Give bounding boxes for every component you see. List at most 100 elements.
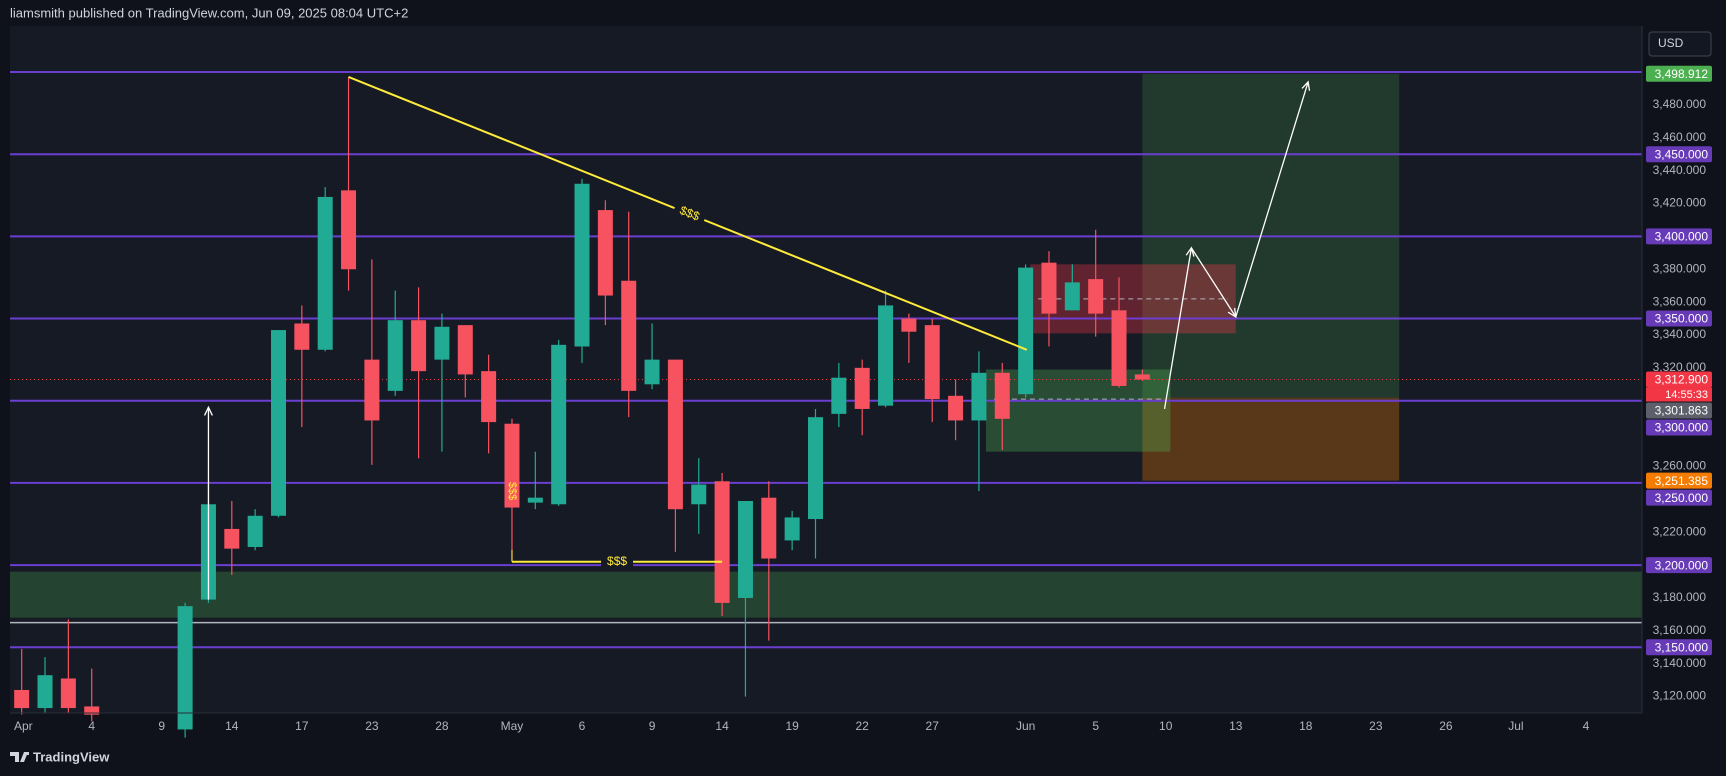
price-badge-label: 3,312.900 [1655,373,1709,387]
price-badge-label: 3,450.000 [1655,147,1709,161]
candle-body [84,706,100,715]
candle-body [551,344,567,505]
y-tick-label: 3,380.000 [1653,261,1707,275]
candle-body [14,689,30,709]
countdown-badge [1646,387,1712,402]
candle-body [411,320,427,372]
price-badge-label: 3,300.000 [1655,421,1709,435]
candle-body [317,196,333,350]
y-tick-label: 3,460.000 [1653,130,1707,144]
path-arrow-head [1185,246,1195,257]
candle-body [807,417,823,520]
drawings: $$$$$$$$$ [203,76,1311,600]
candle-body [621,280,637,391]
x-tick-label: 9 [158,719,165,733]
y-tick-label: 3,360.000 [1653,294,1707,308]
price-badge [1646,371,1712,388]
axes: 3,480.000 3,460.000 3,440.000 3,420.000 3,38… [10,26,1712,733]
candle-body [1134,374,1150,380]
candle-body [224,528,240,549]
candle-body [1041,262,1057,314]
currency-box[interactable] [1648,31,1712,57]
x-tick-label: 14 [715,719,729,733]
footer-brand: TradingView [33,749,110,764]
candle-body [1088,279,1104,314]
x-tick-label: May [501,719,524,733]
x-tick-label: 17 [295,719,309,733]
y-tick-label: 3,140.000 [1653,656,1707,670]
candle-body [644,359,660,385]
x-tick-label: 18 [1299,719,1313,733]
logo-icon [10,752,29,762]
support-zone [10,571,1642,618]
candle-body [1064,282,1080,311]
candle-body [714,481,730,603]
liquidity-label-bg [601,553,634,570]
path-arrow-segment [1235,81,1309,318]
price-badge [1646,419,1712,436]
candle-body [481,371,497,423]
price-badge [1646,402,1712,419]
liquidity-label: $$$ [607,554,627,568]
price-badge-label: 3,400.000 [1655,230,1709,244]
y-tick-label: 3,180.000 [1653,590,1707,604]
candle-body [270,330,286,516]
price-badge [1646,557,1712,574]
x-tick-label: 23 [365,719,379,733]
candle-body [434,326,450,360]
candle-body [504,423,520,508]
x-tick-label: 4 [1583,719,1590,733]
candle-body [341,190,357,270]
x-tick-label: 26 [1439,719,1453,733]
price-badge [1646,228,1712,245]
price-badge-label: 3,150.000 [1655,640,1709,654]
candle-body [878,305,894,406]
path-arrow-segment [1190,247,1237,318]
candle-body [994,372,1010,419]
candle-body [387,320,403,391]
y-tick-label: 3,340.000 [1653,327,1707,341]
y-tick-label: 3,420.000 [1653,196,1707,210]
candle-body [971,372,987,421]
y-tick-label: 3,120.000 [1653,689,1707,703]
candle-body [737,500,753,598]
candle-body [948,395,964,421]
x-tick-label: Jul [1508,719,1523,733]
candle-body [784,517,800,541]
path-arrow-head [1301,80,1311,91]
x-tick-label: 28 [435,719,449,733]
x-tick-label: 10 [1159,719,1173,733]
candles [14,76,1150,738]
path-arrow-head [1227,307,1237,319]
countdown-label: 14:55:33 [1665,389,1708,401]
price-badge-label: 3,498.912 [1655,67,1709,81]
stop-zone [1142,397,1400,481]
x-tick-label: 5 [1092,719,1099,733]
candle-body [457,325,473,375]
currency[interactable]: USD [1658,36,1684,50]
x-tick-label: 6 [579,719,586,733]
candle-body [667,359,683,510]
x-tick-label: 14 [225,719,239,733]
candle-body [597,210,613,296]
box [985,369,1171,452]
price-badge [1646,146,1712,163]
x-tick-label: Apr [14,719,33,733]
candle-body [901,318,917,332]
candle-body [574,183,590,347]
x-tick-label: 27 [926,719,940,733]
x-tick-label: 4 [88,719,95,733]
up-arrow-head [203,405,213,416]
x-tick-label: 9 [649,719,656,733]
x-tick-label: 22 [856,719,870,733]
price-badge [1646,310,1712,327]
candle-body [761,497,777,559]
price-badge-label: 3,200.000 [1655,558,1709,572]
y-tick-label: 3,480.000 [1653,97,1707,111]
candle-body [294,323,310,350]
price-badge [1646,472,1712,489]
path-arrow-segment [1163,247,1193,410]
